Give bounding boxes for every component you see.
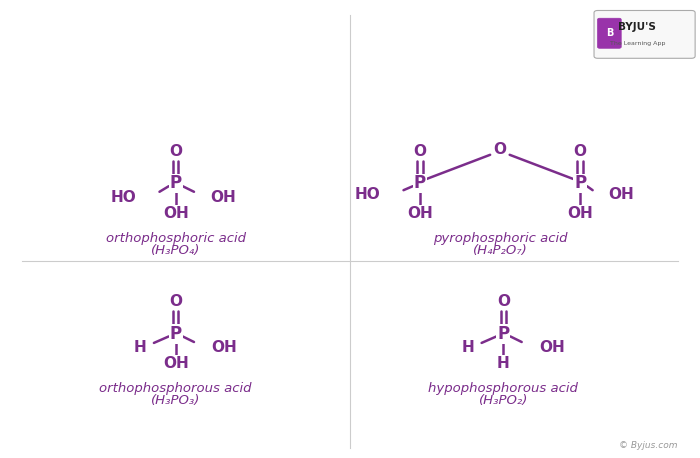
Text: P: P [574, 174, 586, 192]
Text: O: O [169, 294, 182, 309]
Text: hypophosphorous acid: hypophosphorous acid [428, 382, 578, 395]
Text: OH: OH [567, 206, 593, 221]
Text: O: O [573, 144, 587, 159]
Text: H: H [134, 340, 146, 355]
Text: OH: OH [407, 206, 433, 221]
Text: (H₃PO₄): (H₃PO₄) [151, 244, 200, 257]
Text: orthophosphoric acid: orthophosphoric acid [106, 232, 246, 245]
Text: O: O [169, 144, 182, 159]
Text: OH: OH [163, 206, 188, 221]
Text: orthophosphorous acid: orthophosphorous acid [99, 382, 252, 395]
Text: P: P [414, 174, 426, 192]
Text: © Byjus.com: © Byjus.com [620, 441, 678, 450]
Text: HO: HO [111, 190, 136, 205]
Text: OH: OH [210, 190, 236, 205]
Text: OH: OH [211, 340, 237, 355]
Text: H: H [461, 340, 474, 355]
Text: (H₃PO₂): (H₃PO₂) [479, 394, 528, 407]
Text: O: O [497, 294, 510, 309]
Text: O: O [413, 144, 426, 159]
FancyBboxPatch shape [598, 18, 621, 48]
FancyBboxPatch shape [594, 11, 695, 58]
Text: OH: OH [163, 356, 188, 371]
Text: BYJU'S: BYJU'S [618, 22, 656, 32]
Text: The Learning App: The Learning App [610, 41, 665, 46]
Text: pyrophosphoric acid: pyrophosphoric acid [433, 232, 567, 245]
Text: (H₄P₂O₇): (H₄P₂O₇) [473, 244, 527, 257]
Text: P: P [497, 325, 510, 343]
Text: P: P [169, 174, 182, 192]
Text: HO: HO [355, 187, 381, 202]
Text: B: B [606, 28, 613, 38]
Text: (H₃PO₃): (H₃PO₃) [151, 394, 200, 407]
Text: P: P [169, 325, 182, 343]
Text: H: H [497, 356, 510, 371]
Text: OH: OH [539, 340, 565, 355]
Text: O: O [494, 142, 506, 157]
Text: OH: OH [609, 187, 634, 202]
